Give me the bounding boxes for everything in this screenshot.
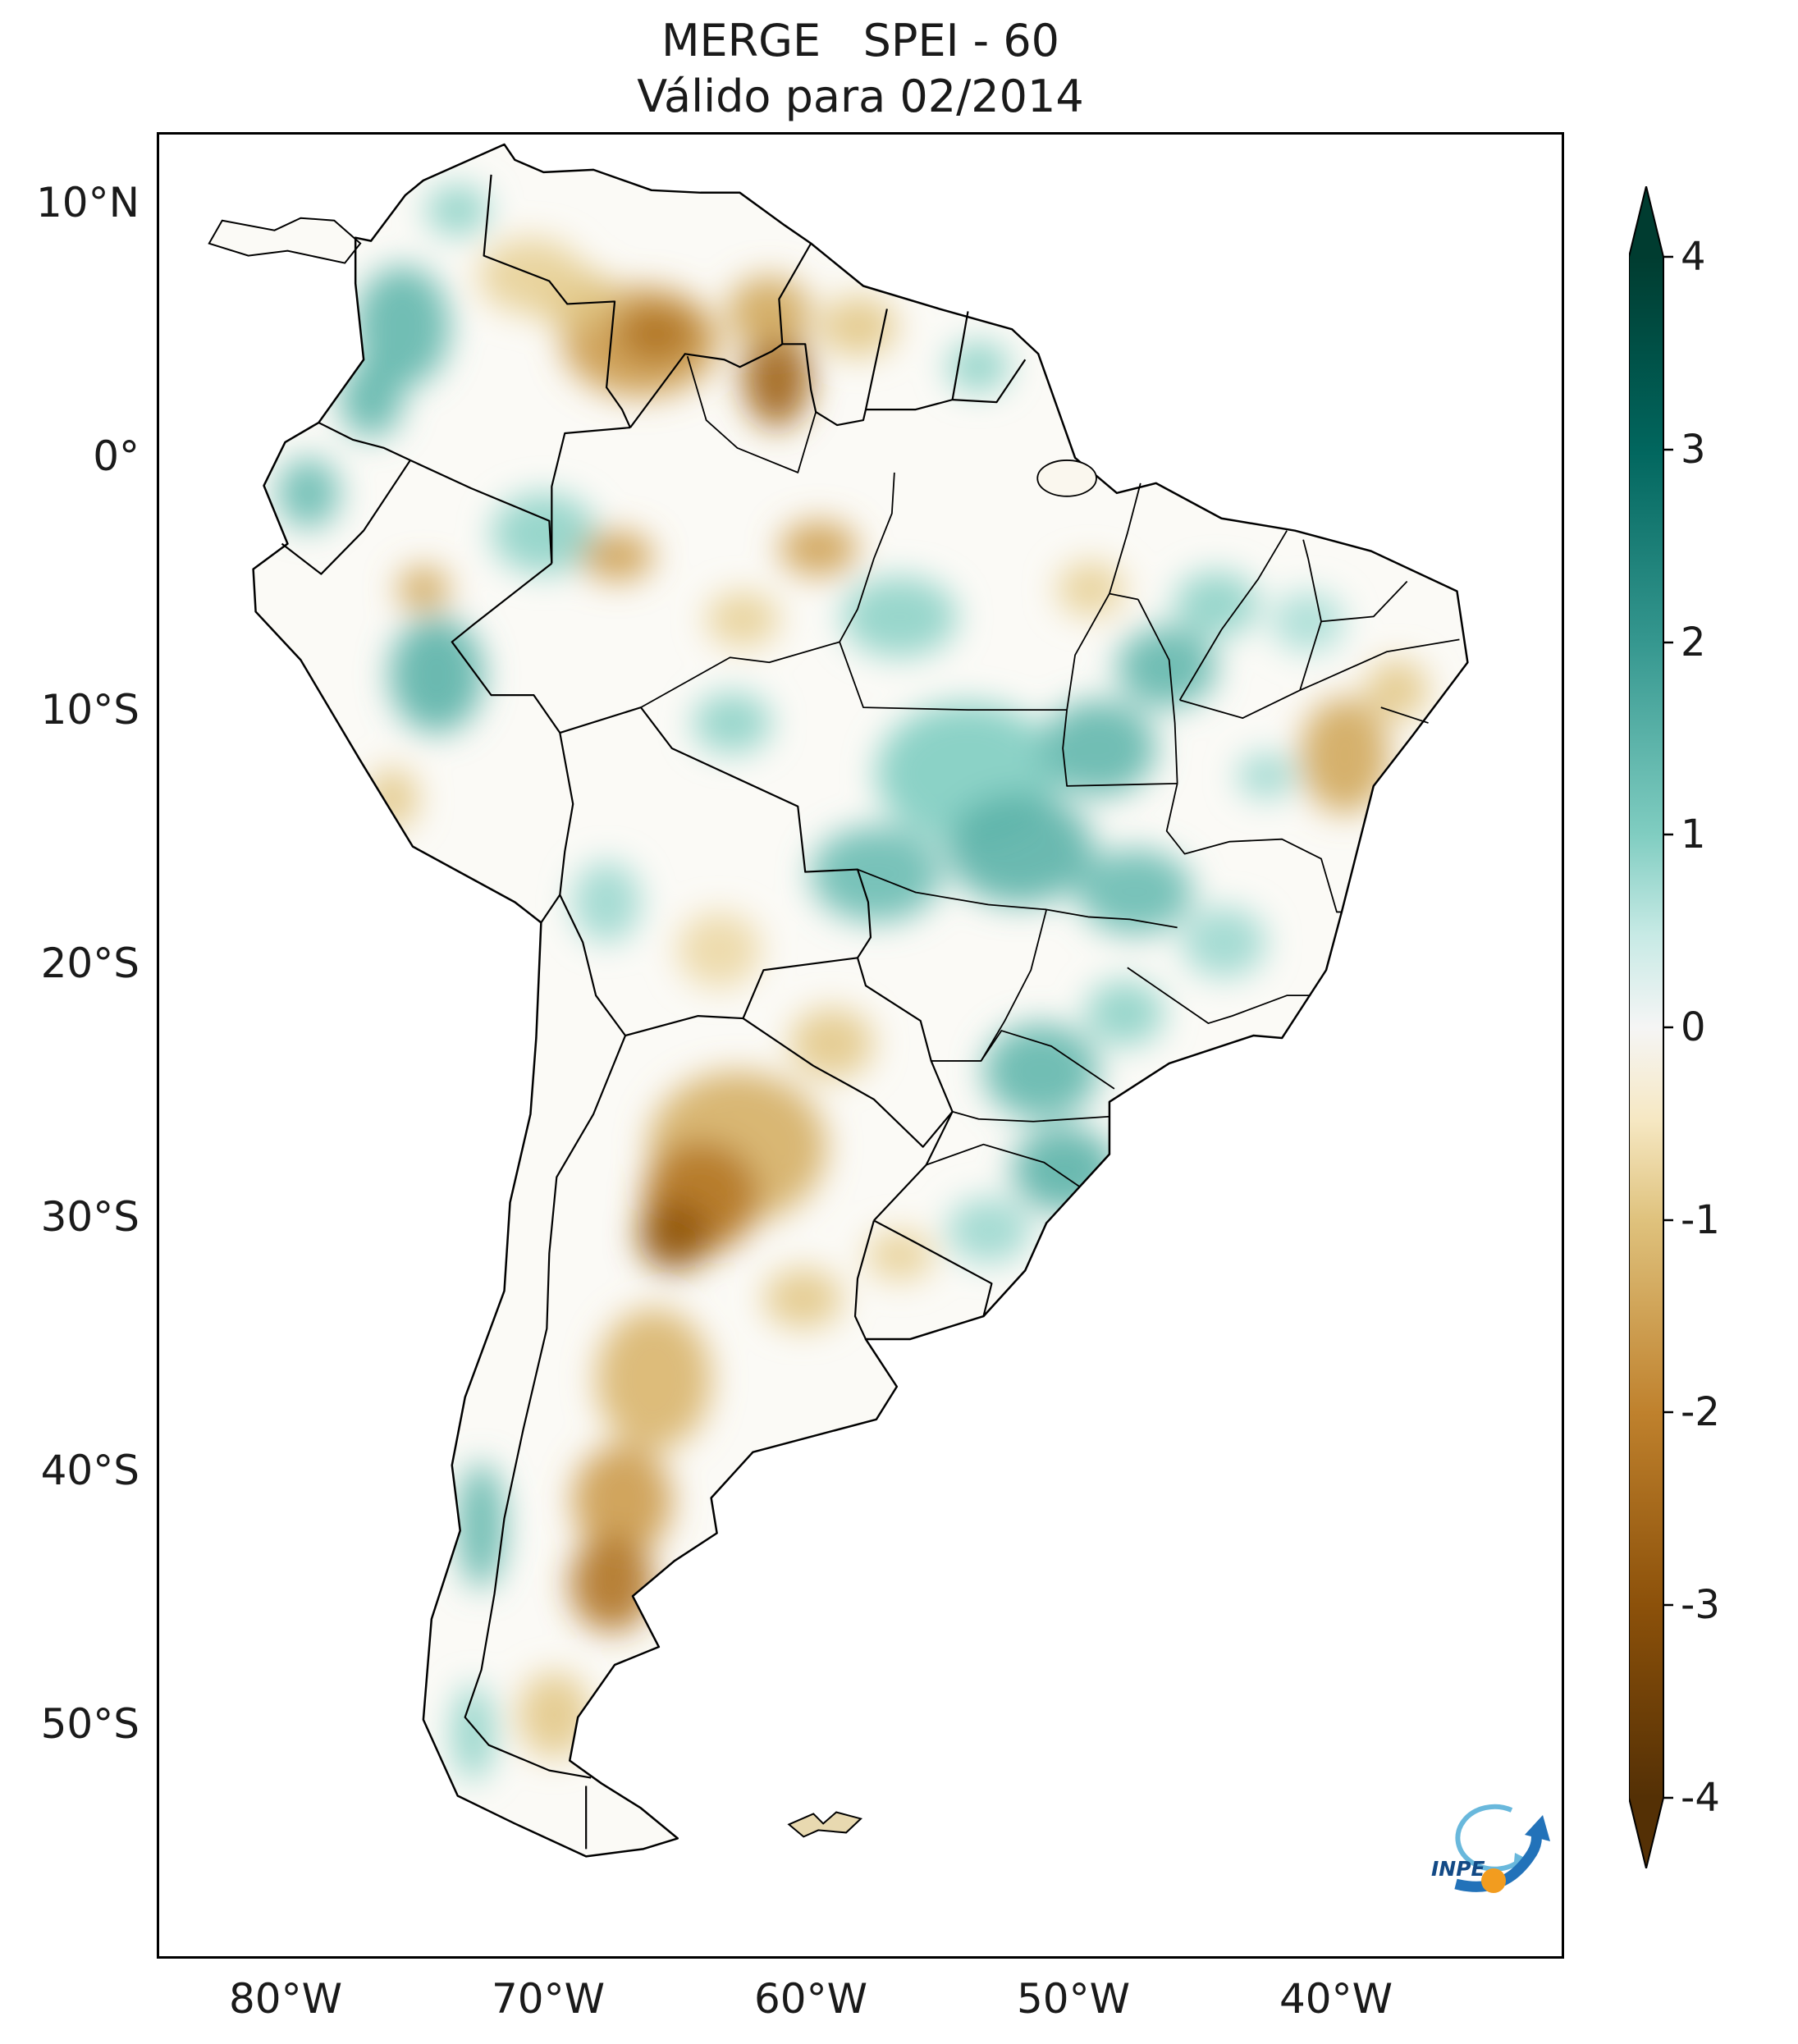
country-borders	[281, 174, 1027, 1850]
spei-anomaly-blob	[1237, 752, 1295, 799]
logo-text: INPE	[1431, 1857, 1485, 1881]
marajo-island	[1036, 460, 1097, 497]
lat-tick-label: 0°	[93, 432, 140, 480]
spei-anomaly-blob	[1085, 980, 1164, 1046]
spei-anomaly-blob	[842, 576, 958, 657]
spei-anomaly-blob	[426, 185, 489, 236]
colorbar-ticks	[1663, 255, 1673, 1799]
spei-anomaly-blob	[946, 793, 1094, 905]
spei-anomaly-blob	[617, 306, 696, 362]
lon-tick-label: 40°W	[1279, 1975, 1393, 2023]
colorbar	[1628, 185, 1678, 1869]
spei-anomaly-blob	[865, 1230, 934, 1281]
spei-anomaly-blob	[397, 566, 450, 612]
spei-anomaly-blob	[1041, 700, 1156, 797]
spei-anomaly-blob	[818, 295, 898, 357]
colorbar-tick-label: 0	[1681, 1004, 1706, 1050]
spei-anomaly-blob	[517, 1671, 592, 1758]
spei-anomaly-blob	[1056, 560, 1125, 617]
spei-anomaly-blob	[596, 1308, 711, 1450]
lon-tick-label: 70°W	[491, 1975, 606, 2023]
spei-anomaly-blob	[277, 457, 341, 529]
spei-field	[277, 185, 1429, 1781]
state-borders	[640, 356, 1460, 1188]
colorbar-tick-label: -4	[1681, 1775, 1720, 1821]
lon-tick-label: 60°W	[753, 1975, 868, 2023]
spei-anomaly-blob	[572, 862, 641, 943]
lat-tick-label: 10°N	[35, 179, 140, 226]
spei-anomaly-blob	[572, 1444, 673, 1557]
spei-anomaly-blob	[570, 1535, 654, 1632]
spei-anomaly-blob	[1271, 591, 1345, 652]
colorbar-tick-label: 1	[1681, 812, 1706, 857]
spei-anomaly-blob	[726, 276, 812, 347]
lat-tick-label: 50°S	[40, 1700, 140, 1748]
spei-anomaly-blob	[946, 1197, 1031, 1264]
spei-anomaly-blob	[478, 238, 583, 314]
spei-anomaly-blob	[677, 912, 762, 988]
spei-anomaly-blob	[1077, 848, 1193, 935]
colorbar-bar	[1628, 185, 1673, 1869]
spei-anomaly-blob	[340, 361, 403, 438]
spei-anomaly-blob	[779, 520, 858, 577]
page-subtitle: Válido para 02/2014	[637, 71, 1084, 122]
panama-landmass	[208, 217, 362, 264]
logo-orange-ball-icon	[1481, 1868, 1506, 1893]
spei-anomaly-blob	[693, 692, 772, 753]
spei-anomaly-blob	[811, 826, 942, 922]
logo-swirl-icon	[1455, 1804, 1523, 1872]
colorbar-tick-label: -2	[1681, 1389, 1720, 1435]
spei-anomaly-blob	[1182, 907, 1266, 978]
spei-anomaly-blob	[389, 616, 484, 734]
spei-anomaly-blob	[457, 1462, 505, 1589]
colorbar-tick-label: -1	[1681, 1197, 1720, 1243]
spei-anomaly-blob	[365, 768, 419, 830]
spei-anomaly-blob	[1300, 697, 1389, 814]
south-america-map	[208, 143, 1469, 1858]
lat-tick-label: 30°S	[40, 1193, 140, 1241]
spei-anomaly-blob	[1174, 571, 1259, 638]
spei-anomaly-blob	[355, 266, 450, 387]
lat-tick-label: 20°S	[40, 940, 140, 987]
lon-tick-label: 50°W	[1016, 1975, 1131, 2023]
map-frame: INPE	[157, 132, 1564, 1959]
colorbar-tick-label: 3	[1681, 427, 1706, 473]
spei-anomaly-blob	[491, 492, 597, 574]
spei-anomaly-blob	[789, 1008, 874, 1079]
spei-anomaly-blob	[706, 591, 780, 647]
southern-island	[787, 1811, 862, 1838]
page-title: MERGE SPEI - 60	[661, 15, 1060, 66]
spei-anomaly-blob	[763, 1268, 843, 1329]
colorbar-tick-label: 2	[1681, 620, 1706, 665]
logo-arrow-head-icon	[1525, 1815, 1550, 1841]
logo-arrow-icon	[1454, 1831, 1542, 1892]
spei-anomaly-blob	[580, 530, 654, 582]
colorbar-tick-label: -3	[1681, 1582, 1720, 1628]
spei-anomaly-blob	[452, 1685, 495, 1781]
spei-anomaly-blob	[983, 1022, 1099, 1119]
colorbar-tick-label: 4	[1681, 234, 1706, 280]
lon-tick-label: 80°W	[228, 1975, 343, 2023]
lat-tick-label: 10°S	[40, 686, 140, 734]
spei-anomaly-blob	[946, 341, 1010, 392]
spei-anomaly-blob	[1012, 1127, 1118, 1213]
spei-anomaly-blob	[1366, 659, 1429, 720]
spei-anomaly-blob	[1117, 626, 1217, 708]
inpe-logo: INPE	[1431, 1804, 1550, 1893]
spei-anomaly-blob	[743, 326, 812, 428]
lat-tick-label: 40°S	[40, 1447, 140, 1494]
spei-anomaly-blob	[638, 1200, 711, 1271]
